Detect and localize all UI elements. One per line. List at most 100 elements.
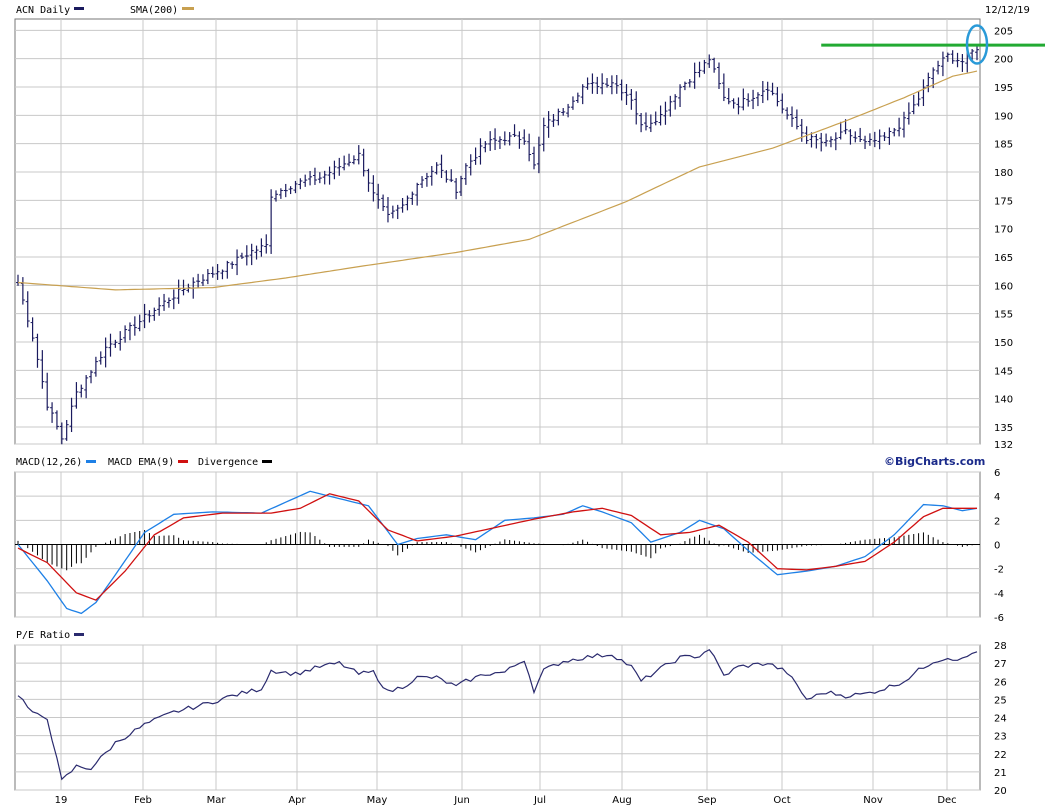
ohlc-bar <box>882 132 887 142</box>
ohlc-bar <box>760 81 765 104</box>
ohlc-bar <box>278 188 283 199</box>
pe-gridlines <box>15 644 980 791</box>
ohlc-bar <box>970 49 975 61</box>
ohlc-bar <box>673 94 678 110</box>
pe-ratio-line <box>17 648 978 781</box>
y-tick-label: 23 <box>994 732 1007 743</box>
bigcharts-brand: ©BigCharts.com <box>884 455 985 468</box>
ohlc-bar <box>351 155 356 165</box>
ohlc-bar <box>653 111 658 126</box>
ohlc-bar <box>54 410 59 430</box>
ohlc-bar <box>181 279 186 296</box>
ohlc-bar <box>332 160 337 180</box>
ohlc-bar <box>317 172 322 184</box>
ohlc-bar <box>196 273 201 288</box>
ohlc-bar <box>454 178 459 200</box>
ohlc-bar <box>590 73 595 94</box>
ohlc-bar <box>381 194 386 212</box>
ohlc-bar <box>770 82 775 96</box>
ohlc-bar <box>337 157 342 176</box>
x-tick-label: Apr <box>288 795 306 806</box>
ohlc-bar <box>707 54 712 68</box>
y-tick-label: 160 <box>994 281 1013 292</box>
ohlc-bar <box>137 314 142 332</box>
legend-ema-swatch <box>178 460 188 463</box>
legend-divergence: Divergence <box>198 457 258 468</box>
y-tick-label: 25 <box>994 695 1007 706</box>
ohlc-bar <box>541 117 546 152</box>
x-axis-labels: 19 Feb Mar Apr May Jun Jul Aug Sep Oct Nov Dec <box>55 795 957 806</box>
ohlc-bar <box>721 73 726 102</box>
y-tick-label: 140 <box>994 395 1013 406</box>
pe-legend: P/E Ratio <box>16 630 84 641</box>
y-tick-label: 165 <box>994 253 1013 264</box>
ohlc-bar <box>127 322 132 341</box>
ohlc-bar <box>892 127 897 137</box>
ohlc-bar <box>634 91 639 125</box>
ohlc-bar <box>833 132 838 151</box>
price-legend: ACN Daily SMA(200) 12/12/19 <box>16 5 1030 16</box>
ohlc-bar <box>507 132 512 146</box>
ohlc-bar <box>897 117 902 137</box>
ohlc-bar <box>858 127 863 143</box>
ohlc-bar <box>239 252 244 259</box>
ohlc-bar <box>449 169 454 183</box>
y-tick-label: 155 <box>994 310 1013 321</box>
x-tick-label: Dec <box>937 795 956 806</box>
ohlc-bar <box>838 121 843 140</box>
ohlc-bar <box>147 310 152 323</box>
macd-signal-line <box>17 493 977 601</box>
y-tick-label: -4 <box>994 589 1004 600</box>
ohlc-bar <box>376 183 381 209</box>
x-tick-label: May <box>367 795 388 806</box>
ohlc-bar <box>274 190 279 202</box>
y-tick-label: 135 <box>994 423 1013 434</box>
ohlc-bar <box>643 112 648 131</box>
ohlc-bar <box>361 148 366 177</box>
ohlc-bar <box>166 297 171 308</box>
ohlc-bar <box>736 97 741 115</box>
y-tick-label: -2 <box>994 565 1004 576</box>
ohlc-bar <box>678 84 683 108</box>
legend-pe-swatch <box>74 633 84 636</box>
legend-macd-swatch <box>86 460 96 463</box>
ohlc-bar <box>887 127 892 145</box>
x-tick-label: Feb <box>134 795 152 806</box>
ohlc-bar <box>366 168 371 192</box>
ohlc-bar <box>843 119 848 135</box>
x-tick-label: Aug <box>612 795 632 806</box>
y-tick-label: 132 <box>994 440 1013 451</box>
x-tick-label: Nov <box>863 795 883 806</box>
legend-macd: MACD(12,26) <box>16 457 82 468</box>
ohlc-bar <box>780 93 785 114</box>
ohlc-bar <box>536 136 541 174</box>
y-tick-label: 22 <box>994 750 1007 761</box>
y-tick-label: 180 <box>994 168 1013 179</box>
ohlc-bar <box>746 93 751 107</box>
ohlc-bar <box>493 128 498 151</box>
ohlc-bar <box>828 136 833 148</box>
ohlc-bar <box>551 114 556 127</box>
ohlc-bar <box>45 372 50 411</box>
ohlc-bar <box>400 197 405 213</box>
ohlc-bar <box>458 175 463 196</box>
ohlc-bar <box>152 307 157 321</box>
sma200-line <box>17 70 978 291</box>
x-tick-label: Sep <box>698 795 717 806</box>
ohlc-bar <box>293 180 298 194</box>
ohlc-bar <box>210 266 215 278</box>
ohlc-bar <box>308 170 313 186</box>
price-panel <box>14 18 981 445</box>
ohlc-bar <box>132 316 137 336</box>
ohlc-bar <box>853 131 858 143</box>
ohlc-bar <box>960 54 965 72</box>
ohlc-bar <box>512 124 517 138</box>
ohlc-bar <box>118 331 123 351</box>
ohlc-bar <box>269 189 274 254</box>
x-tick-label: Jun <box>453 795 470 806</box>
ohlc-bar <box>171 289 176 310</box>
x-tick-label: Mar <box>207 795 227 806</box>
y-tick-label: 27 <box>994 659 1007 670</box>
ohlc-bar <box>585 77 590 90</box>
ohlc-bar <box>663 101 668 125</box>
